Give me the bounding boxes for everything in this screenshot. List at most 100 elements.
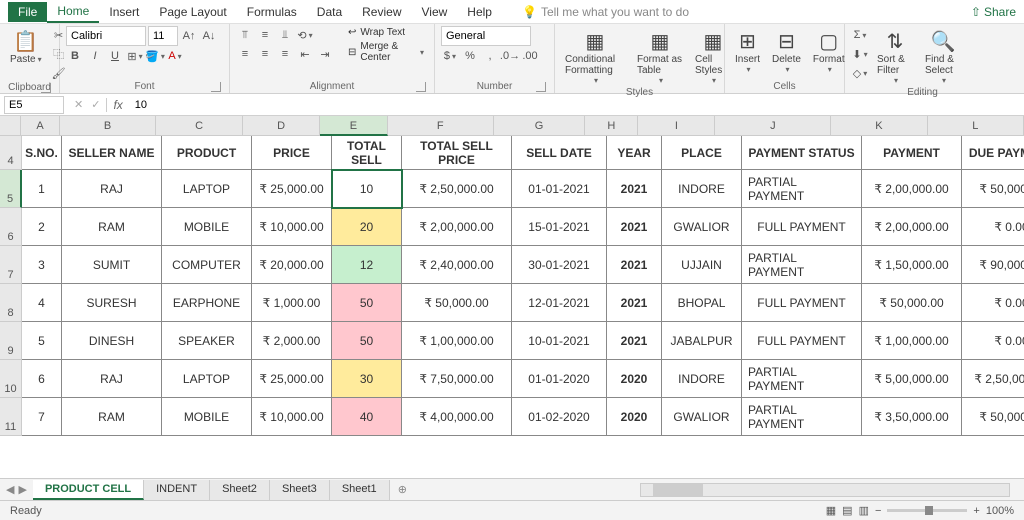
cell[interactable]: FULL PAYMENT [742, 322, 862, 360]
cell[interactable]: 30 [332, 360, 402, 398]
cell[interactable]: SPEAKER [162, 322, 252, 360]
cell[interactable]: ₹ 3,50,000.00 [862, 398, 962, 436]
normal-view-icon[interactable]: ▦ [826, 504, 836, 517]
add-sheet-button[interactable]: ⊕ [390, 483, 415, 496]
cell[interactable]: ₹ 7,50,000.00 [402, 360, 512, 398]
cell[interactable]: ₹ 2,00,000.00 [862, 208, 962, 246]
number-format-select[interactable] [441, 26, 531, 46]
increase-indent-button[interactable]: ⇥ [316, 45, 334, 63]
cell[interactable]: ₹ 2,00,000.00 [402, 208, 512, 246]
sort-filter-button[interactable]: ⇅Sort & Filter [873, 26, 917, 87]
cell[interactable]: ₹ 1,00,000.00 [402, 322, 512, 360]
cell[interactable]: ₹ 0.00 [962, 208, 1024, 246]
cell[interactable]: 12 [332, 246, 402, 284]
column-header-G[interactable]: G [494, 116, 586, 136]
menu-review[interactable]: Review [352, 2, 411, 22]
table-header[interactable]: PRODUCT [162, 136, 252, 170]
cell[interactable]: ₹ 5,00,000.00 [862, 360, 962, 398]
zoom-level[interactable]: 100% [986, 505, 1014, 517]
cell[interactable]: ₹ 10,000.00 [252, 208, 332, 246]
cell[interactable]: UJJAIN [662, 246, 742, 284]
italic-button[interactable]: I [86, 47, 104, 65]
tell-me-search[interactable]: 💡Tell me what you want to do [522, 5, 689, 19]
column-header-K[interactable]: K [831, 116, 927, 136]
align-middle-button[interactable]: ≡ [256, 26, 274, 44]
font-name-input[interactable] [66, 26, 146, 46]
table-header[interactable]: PAYMENT [862, 136, 962, 170]
cell[interactable]: 01-01-2021 [512, 170, 607, 208]
clear-button[interactable]: ◇ [851, 64, 869, 82]
cell[interactable]: ₹ 1,00,000.00 [862, 322, 962, 360]
menu-formulas[interactable]: Formulas [237, 2, 307, 22]
cell[interactable]: ₹ 50,000.00 [862, 284, 962, 322]
table-header[interactable]: DUE PAYMENT [962, 136, 1024, 170]
table-header[interactable]: TOTAL SELL [332, 136, 402, 170]
cell[interactable]: 2021 [607, 284, 662, 322]
cell[interactable]: 2 [22, 208, 62, 246]
zoom-in-button[interactable]: + [973, 505, 979, 517]
cell[interactable]: GWALIOR [662, 398, 742, 436]
menu-view[interactable]: View [412, 2, 458, 22]
cell[interactable]: 12-01-2021 [512, 284, 607, 322]
cell[interactable]: 15-01-2021 [512, 208, 607, 246]
align-bottom-button[interactable]: ⫫ [276, 26, 294, 44]
cell[interactable]: 2020 [607, 398, 662, 436]
cancel-formula-icon[interactable]: ✕ [74, 98, 83, 111]
table-header[interactable]: PRICE [252, 136, 332, 170]
column-header-J[interactable]: J [715, 116, 831, 136]
cell[interactable]: PARTIAL PAYMENT [742, 246, 862, 284]
decrease-decimal-button[interactable]: .00 [521, 47, 539, 65]
merge-center-button[interactable]: ⊟Merge & Center [344, 40, 428, 64]
cell[interactable]: LAPTOP [162, 170, 252, 208]
accounting-button[interactable]: $ [441, 47, 459, 65]
menu-file[interactable]: File [8, 2, 47, 22]
font-launcher[interactable] [211, 82, 221, 92]
sheet-tab[interactable]: Sheet2 [210, 480, 270, 500]
row-header-11[interactable]: 11 [0, 398, 22, 436]
fill-button[interactable]: ⬇ [851, 45, 869, 63]
sheet-tab[interactable]: INDENT [144, 480, 210, 500]
table-header[interactable]: PAYMENT STATUS [742, 136, 862, 170]
cell[interactable]: 5 [22, 322, 62, 360]
row-header-4[interactable]: 4 [0, 136, 22, 170]
cell[interactable]: ₹ 4,00,000.00 [402, 398, 512, 436]
border-button[interactable]: ⊞ [126, 47, 144, 65]
cell[interactable]: ₹ 0.00 [962, 284, 1024, 322]
align-center-button[interactable]: ≡ [256, 45, 274, 63]
select-all-corner[interactable] [0, 116, 21, 136]
enter-formula-icon[interactable]: ✓ [91, 98, 100, 111]
cell[interactable]: INDORE [662, 170, 742, 208]
decrease-font-button[interactable]: A↓ [200, 27, 218, 45]
cell[interactable]: GWALIOR [662, 208, 742, 246]
delete-cells-button[interactable]: ⊟Delete [768, 26, 805, 76]
decrease-indent-button[interactable]: ⇤ [296, 45, 314, 63]
cell[interactable]: DINESH [62, 322, 162, 360]
cell[interactable]: ₹ 25,000.00 [252, 360, 332, 398]
cell[interactable]: ₹ 2,40,000.00 [402, 246, 512, 284]
menu-home[interactable]: Home [47, 1, 99, 23]
cell[interactable]: 10-01-2021 [512, 322, 607, 360]
cell[interactable]: 01-02-2020 [512, 398, 607, 436]
row-header-10[interactable]: 10 [0, 360, 22, 398]
paste-button[interactable]: 📋Paste [6, 26, 46, 67]
formula-input[interactable] [129, 99, 1024, 111]
cell[interactable]: ₹ 10,000.00 [252, 398, 332, 436]
cell[interactable]: 2020 [607, 360, 662, 398]
increase-decimal-button[interactable]: .0→ [501, 47, 519, 65]
cell[interactable]: SUMIT [62, 246, 162, 284]
cell[interactable]: RAM [62, 208, 162, 246]
cell[interactable]: PARTIAL PAYMENT [742, 398, 862, 436]
percent-button[interactable]: % [461, 47, 479, 65]
horizontal-scrollbar[interactable] [640, 483, 1010, 497]
font-size-input[interactable] [148, 26, 178, 46]
menu-page-layout[interactable]: Page Layout [149, 2, 236, 22]
row-header-8[interactable]: 8 [0, 284, 22, 322]
table-header[interactable]: SELLER NAME [62, 136, 162, 170]
cell[interactable]: PARTIAL PAYMENT [742, 170, 862, 208]
find-select-button[interactable]: 🔍Find & Select [921, 26, 965, 87]
cell[interactable]: ₹ 90,000.00 [962, 246, 1024, 284]
sheet-tab[interactable]: PRODUCT CELL [33, 480, 144, 500]
row-header-5[interactable]: 5 [0, 170, 22, 208]
cell[interactable]: BHOPAL [662, 284, 742, 322]
cell[interactable]: 20 [332, 208, 402, 246]
